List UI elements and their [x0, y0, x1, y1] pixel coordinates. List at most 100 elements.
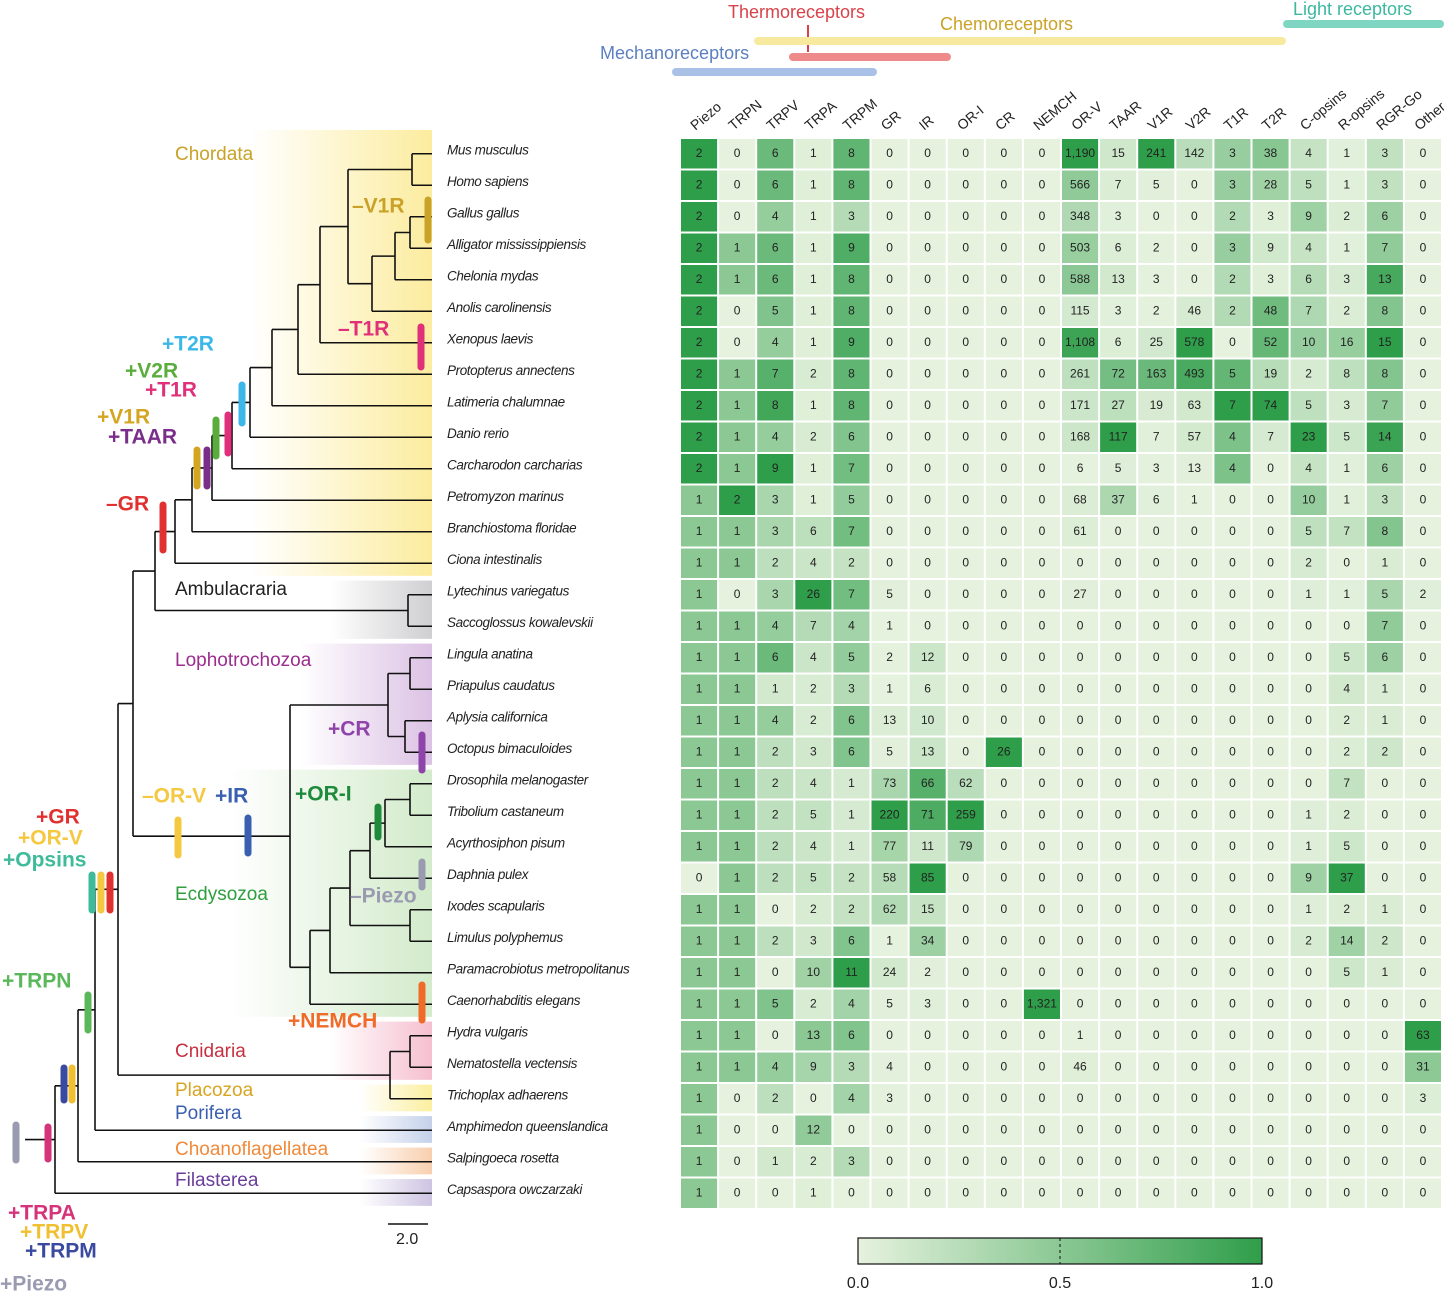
- cell-label: 0: [1420, 146, 1427, 160]
- cell-label: 6: [848, 744, 855, 758]
- heatmap-cell: [909, 454, 946, 484]
- heatmap-cell: [1062, 265, 1099, 295]
- cell-label: 14: [1340, 933, 1354, 947]
- cell-label: 61: [1073, 524, 1087, 538]
- cell-label: 2: [810, 713, 817, 727]
- heatmap-cell: [1366, 580, 1403, 610]
- heatmap-cell: [833, 926, 870, 956]
- cell-label: 0: [1229, 1091, 1236, 1105]
- heatmap-cell: [1290, 391, 1327, 421]
- heatmap-cell: [719, 895, 756, 925]
- cell-label: 0: [1039, 146, 1046, 160]
- cell-label: 0: [1001, 1059, 1008, 1073]
- heatmap-cell: [871, 517, 908, 547]
- cell-label: 1: [734, 1059, 741, 1073]
- cell-label: 0: [1191, 713, 1198, 727]
- cell-label: 1: [696, 1091, 703, 1105]
- cell-label: 1: [696, 681, 703, 695]
- cell-label: 6: [848, 429, 855, 443]
- heatmap-cell: [1176, 139, 1213, 169]
- cell-label: 62: [883, 902, 897, 916]
- heatmap-cell: [1100, 674, 1137, 704]
- cell-label: 10: [921, 713, 935, 727]
- cell-label: 7: [1229, 398, 1236, 412]
- cell-label: 1: [696, 933, 703, 947]
- heatmap-cell: [833, 359, 870, 389]
- cell-label: 14: [1378, 429, 1392, 443]
- cell-label: 0: [924, 366, 931, 380]
- heatmap-cell: [1252, 296, 1289, 326]
- heatmap-cell: [1366, 391, 1403, 421]
- event-label: +TRPM: [25, 1240, 97, 1263]
- heatmap-cell: [833, 328, 870, 358]
- cell-label: 1: [886, 618, 893, 632]
- cell-label: 0: [1115, 965, 1122, 979]
- clade-label: Cnidaria: [175, 1041, 246, 1062]
- heatmap-cell: [1366, 454, 1403, 484]
- heatmap-cell: [1100, 926, 1137, 956]
- cell-label: 5: [1343, 650, 1350, 664]
- cell-label: 1: [734, 902, 741, 916]
- heatmap-cell: [1404, 895, 1441, 925]
- heatmap-cell: [757, 926, 794, 956]
- cell-label: 4: [810, 555, 817, 569]
- cell-label: 0: [1153, 524, 1160, 538]
- cell-label: 0: [1267, 681, 1274, 695]
- heatmap-cell: [795, 580, 832, 610]
- colorbar-label: 0.0: [847, 1275, 869, 1292]
- cell-label: 1: [734, 398, 741, 412]
- heatmap-cell: [1176, 422, 1213, 452]
- cell-label: 0: [962, 713, 969, 727]
- cell-label: 4: [810, 650, 817, 664]
- heatmap-cell: [1366, 170, 1403, 200]
- cell-label: 1: [1382, 902, 1389, 916]
- heatmap-cell: [1023, 422, 1060, 452]
- cell-label: 26: [997, 744, 1011, 758]
- heatmap-cell: [985, 422, 1022, 452]
- species-label: Saccoglossus kowalevskii: [447, 615, 594, 630]
- cell-label: 2: [1305, 933, 1312, 947]
- cell-label: 4: [810, 776, 817, 790]
- cell-label: 1: [1382, 965, 1389, 979]
- cell-label: 1: [734, 870, 741, 884]
- heatmap-cell: [871, 359, 908, 389]
- heatmap-cell: [985, 1115, 1022, 1145]
- cell-label: 0: [1382, 1059, 1389, 1073]
- heatmap-cell: [947, 989, 984, 1019]
- cell-label: 0: [1153, 555, 1160, 569]
- heatmap-cell: [909, 611, 946, 641]
- cell-label: 0: [1115, 618, 1122, 632]
- heatmap-cell: [871, 800, 908, 830]
- column-label: T1R: [1220, 104, 1251, 133]
- cell-label: 13: [1378, 272, 1392, 286]
- heatmap-cell: [1328, 643, 1365, 673]
- heatmap-cell: [719, 454, 756, 484]
- cell-label: 0: [1191, 1122, 1198, 1136]
- heatmap-cell: [1290, 926, 1327, 956]
- cell-label: 0: [1420, 996, 1427, 1010]
- heatmap-cell: [871, 643, 908, 673]
- cell-label: 2: [1420, 587, 1427, 601]
- cell-label: 0: [1001, 650, 1008, 664]
- cell-label: 0: [1153, 1122, 1160, 1136]
- cell-label: 0: [1191, 681, 1198, 695]
- cell-label: 0: [1077, 1122, 1084, 1136]
- cell-label: 0: [1001, 303, 1008, 317]
- cell-label: 0: [1001, 933, 1008, 947]
- heatmap-cell: [833, 454, 870, 484]
- heatmap-cell: [909, 1021, 946, 1051]
- heatmap-cell: [1404, 800, 1441, 830]
- cell-label: 5: [810, 870, 817, 884]
- heatmap-cell: [1062, 359, 1099, 389]
- cell-label: 493: [1184, 366, 1204, 380]
- heatmap-cell: [947, 643, 984, 673]
- heatmap-cell: [1366, 202, 1403, 232]
- heatmap-cell: [1404, 485, 1441, 515]
- heatmap-cell: [795, 202, 832, 232]
- cell-label: 0: [1115, 1059, 1122, 1073]
- heatmap-cell: [1404, 1052, 1441, 1082]
- heatmap-cell: [1290, 422, 1327, 452]
- heatmap-cell: [795, 139, 832, 169]
- cell-label: 0: [1229, 870, 1236, 884]
- heatmap-cell: [947, 422, 984, 452]
